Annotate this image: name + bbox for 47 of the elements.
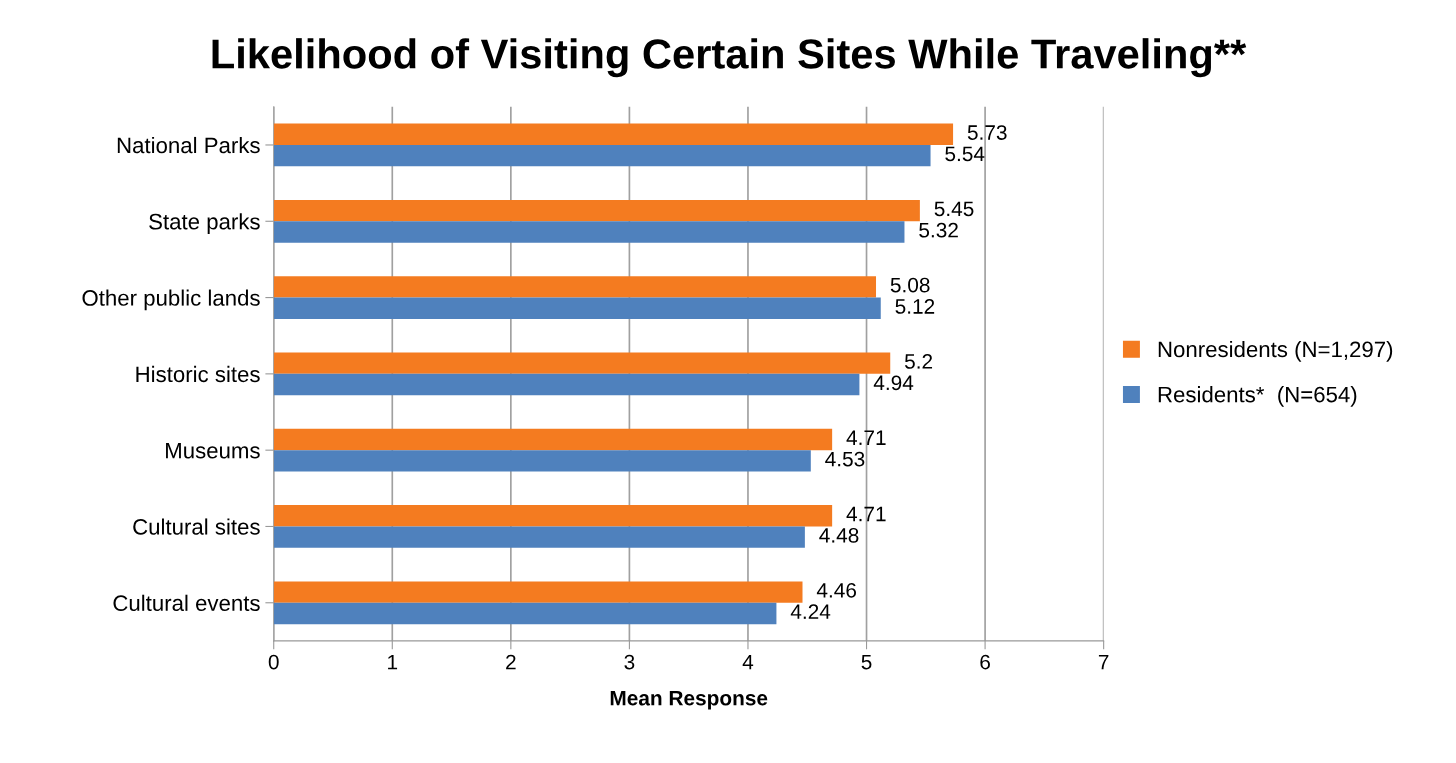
bar <box>273 123 954 145</box>
chart-title: Likelihood of Visiting Certain Sites While Traveling** <box>212 38 1247 78</box>
y-tick-label: Museums <box>166 442 260 459</box>
x-tick-label: 2 <box>506 654 516 670</box>
bar <box>273 581 803 603</box>
bar <box>273 428 833 451</box>
y-tick-label: Cultural sites <box>133 518 260 535</box>
bar <box>273 373 860 396</box>
bar <box>273 602 777 625</box>
data-label: 4.46 <box>816 582 857 598</box>
x-tick-label: 7 <box>1098 654 1109 670</box>
bar <box>273 276 877 298</box>
data-label: 4.71 <box>846 430 886 445</box>
x-tick-label: 4 <box>742 654 754 670</box>
y-tick-label: Other public lands <box>82 289 260 311</box>
legend-label: Residents* (N=654) <box>1158 386 1357 407</box>
bar <box>273 526 805 548</box>
x-tick-label: 6 <box>980 654 990 670</box>
data-label: 5.32 <box>919 222 958 238</box>
y-tick-label: Historic sites <box>136 365 260 383</box>
bar <box>273 505 833 527</box>
data-label: 4.53 <box>825 451 865 467</box>
data-label: 4.94 <box>873 375 914 391</box>
data-label: 5.12 <box>895 299 935 314</box>
bar <box>273 297 881 319</box>
data-label: 5.45 <box>934 201 974 217</box>
data-label: 5.73 <box>967 125 1007 140</box>
x-tick-label: 0 <box>268 654 279 670</box>
bar <box>273 221 905 243</box>
x-tick-label: 1 <box>388 654 398 670</box>
data-label: 4.71 <box>846 506 886 522</box>
bar <box>273 352 891 374</box>
data-label: 5.2 <box>904 354 933 369</box>
x-axis-title: Mean Response <box>610 690 768 710</box>
data-label: 4.24 <box>790 604 831 619</box>
y-tick-label: National Parks <box>117 136 260 154</box>
y-tick-label: Cultural events <box>113 594 260 612</box>
x-tick-label: 5 <box>861 654 872 670</box>
bar <box>273 144 931 167</box>
bar <box>273 450 811 472</box>
y-tick-label: State parks <box>149 213 260 234</box>
x-tick-label: 3 <box>624 654 635 670</box>
data-label: 5.08 <box>890 277 930 293</box>
data-label: 5.54 <box>945 146 985 162</box>
bar <box>273 199 920 222</box>
legend-label: Nonresidents (N=1,297) <box>1158 340 1393 362</box>
data-label: 4.48 <box>819 527 859 543</box>
